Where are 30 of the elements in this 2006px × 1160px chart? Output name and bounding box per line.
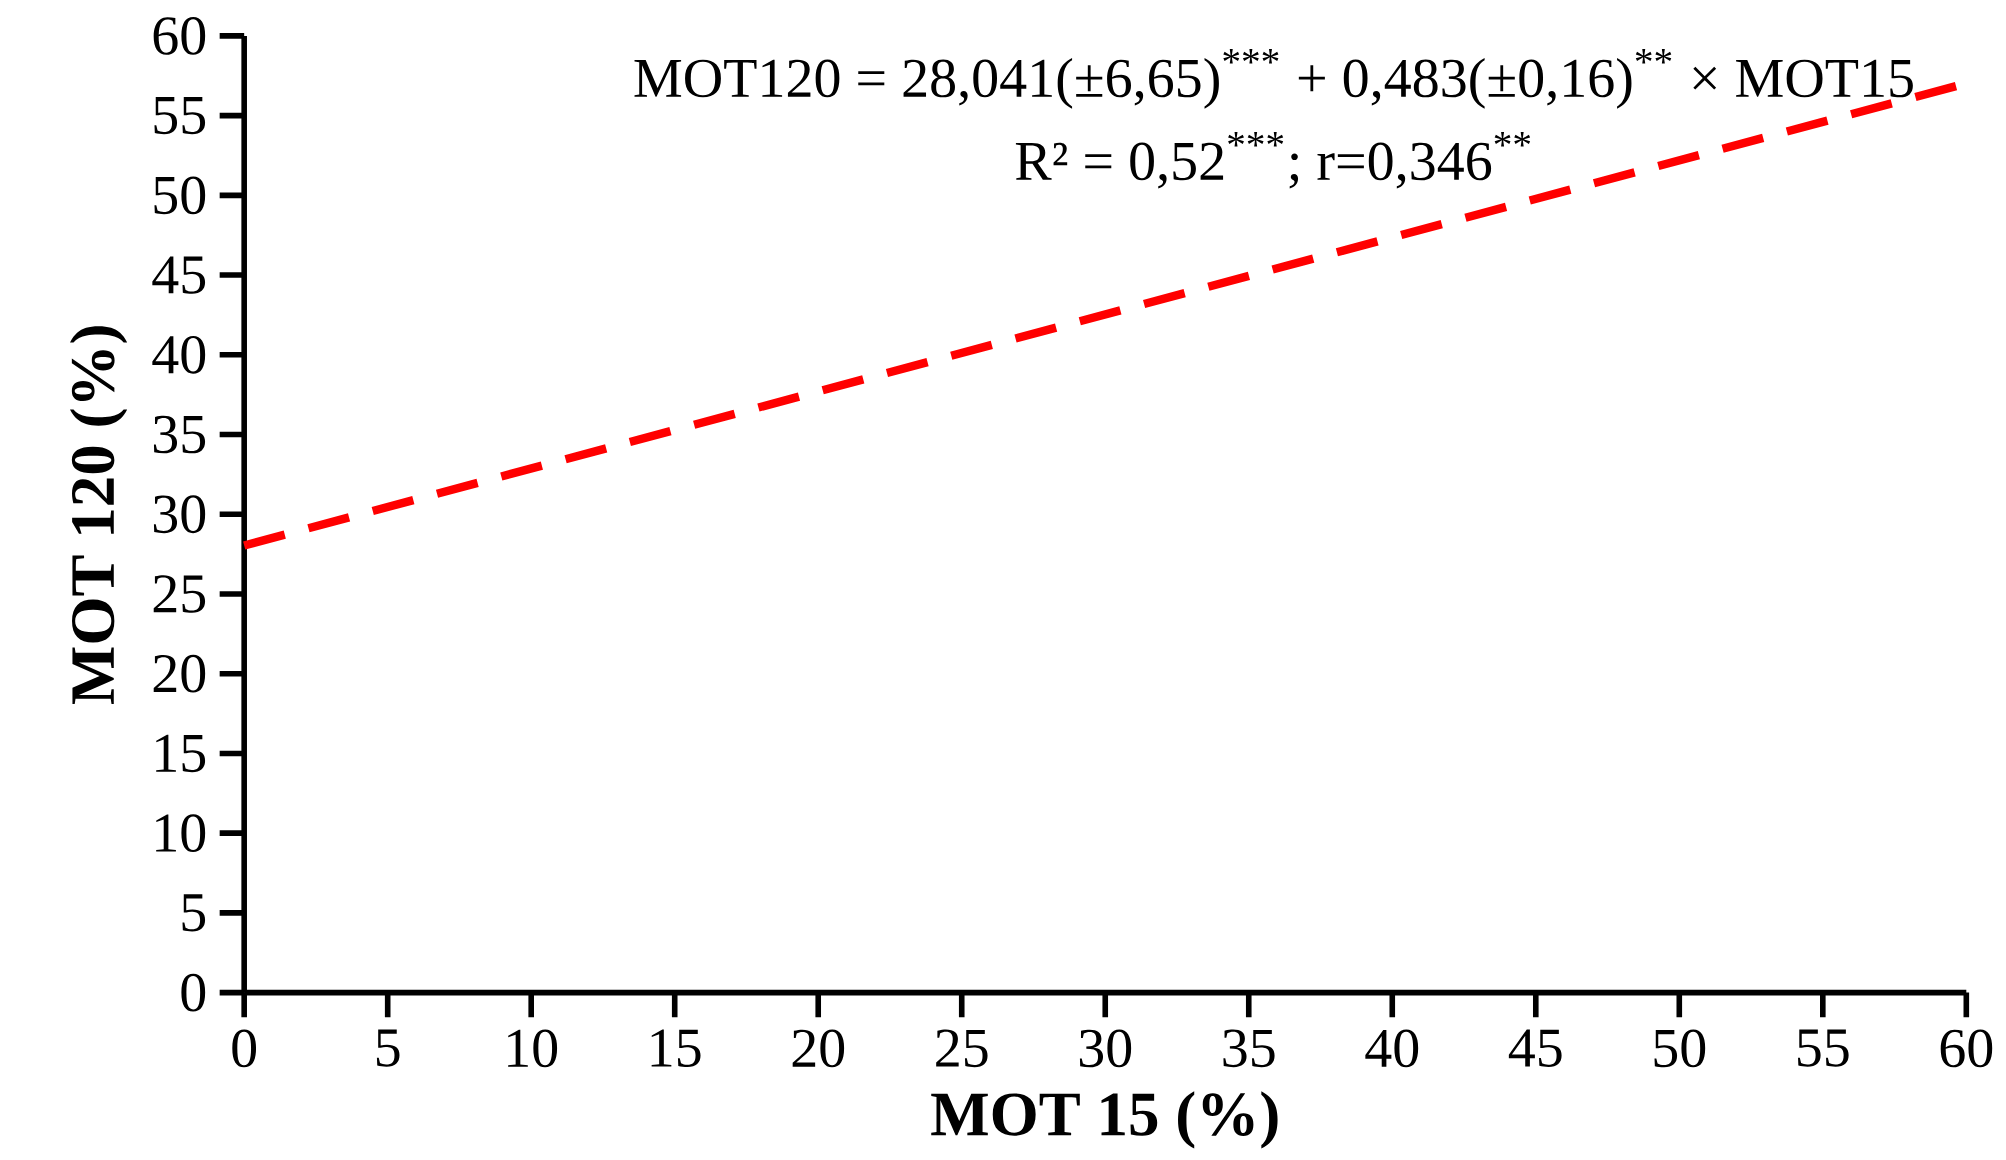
y-tick-label: 30 [153, 495, 206, 534]
y-tick-label: 20 [153, 654, 206, 693]
x-tick-label: 10 [508, 1029, 558, 1068]
x-tick-label: 0 [232, 1029, 257, 1068]
y-tick-label: 50 [154, 176, 206, 215]
x-tick-label: 40 [1365, 1029, 1419, 1068]
y-tick-label: 25 [153, 575, 206, 613]
y-tick-label: 5 [182, 894, 206, 932]
y-tick-label: 45 [152, 256, 206, 294]
x-tick-label: 25 [936, 1029, 988, 1068]
x-tick-label: 5 [376, 1029, 400, 1067]
y-tick-label: 60 [153, 16, 206, 55]
x-tick-label: 55 [1798, 1029, 1849, 1067]
y-tick-label: 10 [156, 814, 206, 852]
x-axis-title: MOT 15 (%) [931, 1091, 1278, 1149]
x-tick-label: 20 [792, 1029, 845, 1068]
y-tick-label: 40 [152, 335, 206, 374]
x-tick-label: 45 [1508, 1029, 1562, 1067]
y-tick-label: 15 [156, 734, 206, 773]
x-tick-label: 30 [1079, 1029, 1132, 1068]
x-tick-label: 35 [1223, 1029, 1275, 1068]
y-tick-label: 0 [181, 973, 206, 1012]
y-tick-label: 35 [153, 415, 206, 454]
annotation: R² = 0,52$^{***}$; r=0,346$^{**}$ [1015, 131, 1531, 189]
x-tick-label: 60 [1940, 1029, 1993, 1068]
y-tick-label: 55 [154, 96, 206, 135]
annotation: MOT120 = 28,041(±6,65)$^{***}$ + 0,483(±0,16)$^{**}$ × MOT15 [634, 49, 1913, 109]
x-tick-label: 50 [1654, 1029, 1706, 1068]
y-axis-title: MOT 120 (%) [69, 326, 128, 704]
x-tick-label: 15 [651, 1029, 701, 1067]
